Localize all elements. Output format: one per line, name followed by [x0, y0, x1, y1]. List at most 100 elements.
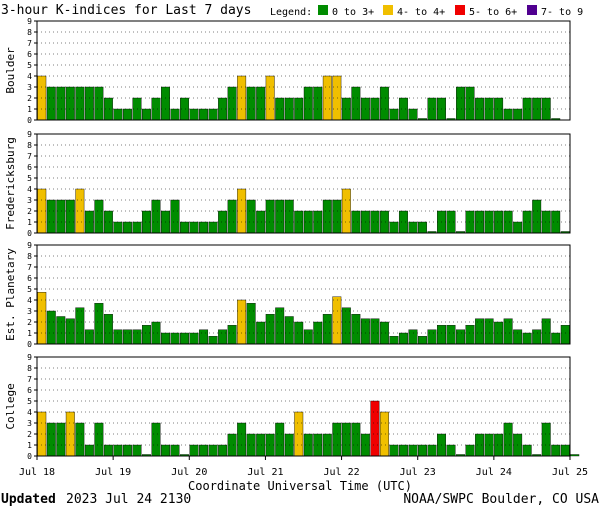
- y-tick-label: 4: [27, 296, 32, 305]
- bar: [94, 303, 104, 345]
- y-tick-label: 9: [27, 241, 32, 250]
- bar: [84, 329, 94, 345]
- legend-entry-7-to-9: 7- to 9: [541, 7, 583, 18]
- bar: [284, 316, 294, 345]
- bar: [541, 318, 551, 345]
- y-tick-label: 4: [27, 72, 32, 81]
- bar: [208, 108, 218, 121]
- bar: [227, 86, 237, 121]
- x-axis-title: Coordinate Universal Time (UTC): [188, 479, 412, 493]
- bar: [151, 321, 161, 345]
- bar: [84, 444, 94, 457]
- bar: [475, 210, 485, 234]
- bar: [360, 318, 370, 345]
- bar: [103, 444, 113, 457]
- bar: [275, 97, 285, 121]
- bar: [151, 97, 161, 121]
- x-tick-label: Jul 20: [171, 467, 207, 478]
- bar: [265, 199, 275, 234]
- bar: [418, 336, 427, 345]
- bar: [560, 325, 570, 345]
- panel-label-est-planetary: Est. Planetary: [4, 248, 17, 341]
- bar: [332, 199, 342, 234]
- y-tick-label: 3: [27, 196, 32, 205]
- source-credit: NOAA/SWPC Boulder, CO USA: [403, 492, 599, 507]
- bar: [389, 108, 399, 121]
- bar: [408, 108, 418, 121]
- bar: [161, 332, 170, 345]
- bar: [532, 329, 542, 345]
- y-tick-label: 7: [27, 375, 32, 384]
- bar: [122, 444, 132, 457]
- y-tick-label: 1: [27, 441, 32, 450]
- y-tick-label: 3: [27, 83, 32, 92]
- bar: [46, 422, 56, 457]
- bar: [189, 444, 199, 457]
- y-tick-label: 0: [27, 116, 32, 125]
- bar: [246, 433, 256, 457]
- legend-swatch-4-to-4: [383, 5, 393, 15]
- bar: [132, 444, 142, 457]
- bar: [522, 210, 532, 234]
- bar: [398, 332, 408, 345]
- bar: [532, 199, 542, 234]
- legend-entry-4-to-4: 4- to 4+: [397, 7, 445, 18]
- y-tick-label: 0: [27, 452, 32, 461]
- y-tick-label: 9: [27, 353, 32, 362]
- bar: [351, 210, 361, 234]
- bar: [122, 108, 132, 121]
- bar: [398, 210, 408, 234]
- y-tick-label: 6: [27, 163, 32, 172]
- bar: [551, 210, 561, 234]
- bar: [370, 400, 380, 457]
- bar: [218, 444, 228, 457]
- bar: [237, 422, 247, 457]
- bar: [465, 86, 475, 121]
- bar: [189, 108, 199, 121]
- bar: [151, 422, 161, 457]
- bar: [570, 454, 580, 457]
- panel-college: 0 1 2 3 4 5 6 7 8 9 College: [4, 353, 580, 461]
- panel-label-college: College: [4, 383, 17, 429]
- bar: [94, 199, 104, 234]
- bar: [275, 422, 285, 457]
- x-axis: Jul 18 Jul 19 Jul 20 Jul 21 Jul 22 Jul 23 Jul …: [19, 456, 588, 478]
- bar: [75, 422, 85, 457]
- y-tick-label: 2: [27, 207, 32, 216]
- bar: [437, 325, 446, 345]
- x-tick-label: Jul 22: [324, 467, 360, 478]
- bar: [465, 444, 475, 457]
- bar: [427, 444, 437, 457]
- y-tick-label: 5: [27, 174, 32, 183]
- legend: 0 to 3+ 4- to 4+ 5- to 6+ 7- to 9: [318, 5, 583, 18]
- bar: [170, 332, 180, 345]
- bar: [170, 444, 180, 457]
- panel-boulder: 0 1 2 3 4 5 6 7 8 9 Boulder: [4, 17, 571, 125]
- x-tick-label: Jul 25: [552, 467, 588, 478]
- bar: [132, 221, 142, 234]
- bar: [65, 318, 75, 345]
- bar: [408, 329, 418, 345]
- bar: [398, 444, 408, 457]
- bar: [141, 325, 151, 345]
- bar: [475, 433, 485, 457]
- bar: [151, 199, 161, 234]
- bar: [284, 199, 294, 234]
- bar: [332, 296, 342, 345]
- bar: [189, 221, 199, 234]
- y-tick-label: 5: [27, 397, 32, 406]
- bar: [141, 108, 151, 121]
- bar: [103, 314, 113, 345]
- y-tick-label: 3: [27, 419, 32, 428]
- legend-swatch-5-to-6: [455, 5, 465, 15]
- y-tick-label: 1: [27, 329, 32, 338]
- y-tick-label: 8: [27, 252, 32, 261]
- bar: [94, 422, 104, 457]
- bar: [208, 336, 218, 345]
- bar: [389, 221, 399, 234]
- bar: [246, 86, 256, 121]
- bar: [446, 210, 456, 234]
- bar: [351, 314, 361, 345]
- y-tick-label: 5: [27, 285, 32, 294]
- bar: [503, 318, 513, 345]
